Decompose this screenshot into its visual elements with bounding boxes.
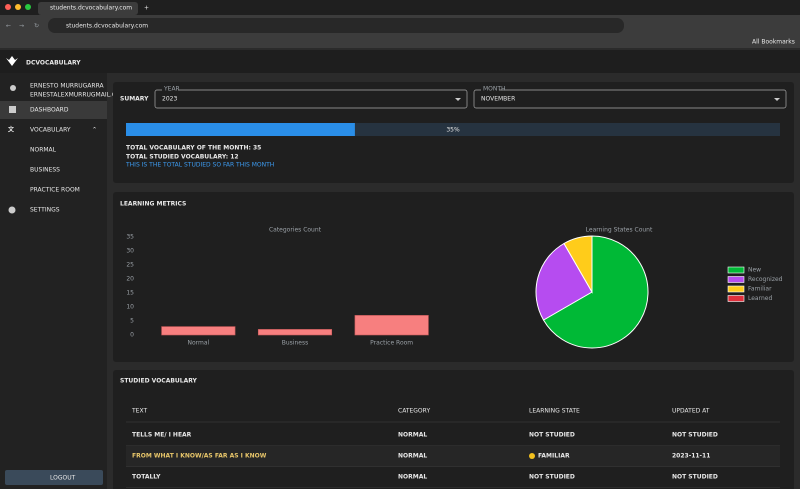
nav-item[interactable]: DASHBOARD (30, 107, 69, 114)
metrics-card (113, 192, 794, 362)
year-label: YEAR (163, 86, 180, 93)
y-tick-label: 5 (130, 318, 134, 325)
logout-label: LOGOUT (50, 475, 76, 482)
active-item (0, 101, 107, 119)
progress-fill (126, 123, 355, 136)
total-vocab: TOTAL VOCABULARY OF THE MONTH: 35 (126, 145, 261, 152)
month-value: NOVEMBER (481, 96, 515, 103)
user-name: ERNESTO MURRUGARRA (30, 83, 104, 90)
metrics-title: LEARNING METRICS (120, 201, 186, 208)
app-bar (0, 50, 800, 73)
vocab-icon: 文 (7, 126, 15, 134)
cell: NORMAL (398, 432, 427, 439)
url: students.dcvocabulary.com (66, 23, 148, 30)
user-email: ERNESTALEXMURRUGMAIL.COM (30, 92, 126, 99)
y-tick-label: 15 (126, 290, 134, 297)
close-dot[interactable] (5, 4, 11, 10)
legend-label: Familiar (748, 286, 772, 293)
nav-item[interactable]: PRACTICE ROOM (30, 187, 80, 194)
legend-swatch (727, 285, 745, 293)
caret (774, 98, 780, 101)
sidebar (0, 73, 107, 489)
user-icon (10, 85, 16, 91)
cell: TELLS ME/ I HEAR (132, 432, 192, 439)
bar (161, 326, 236, 336)
logo: DCVOCABULARY (26, 60, 81, 67)
legend-label: Recognized (748, 276, 783, 283)
column-header: TEXT (131, 408, 147, 415)
progress-label: 35% (446, 127, 460, 134)
nav-item[interactable]: SETTINGS (30, 207, 60, 214)
legend-label: New (748, 267, 761, 274)
legend-swatch (727, 266, 745, 274)
cell: NOT STUDIED (672, 432, 718, 439)
tab-bar (0, 0, 800, 15)
tab-title: students.dcvocabulary.com (50, 5, 132, 12)
cell: NORMAL (398, 453, 427, 460)
min-dot[interactable] (15, 4, 21, 10)
forward[interactable]: → (19, 23, 24, 30)
cell: FAMILIAR (538, 453, 570, 460)
logout-button[interactable] (5, 470, 103, 485)
cell: NOT STUDIED (672, 474, 718, 481)
label-bg (162, 86, 178, 92)
month-select[interactable] (473, 89, 787, 109)
y-tick-label: 10 (126, 304, 134, 311)
chevron[interactable]: ⌃ (92, 127, 97, 134)
back[interactable]: ← (6, 23, 11, 30)
nav-item[interactable]: VOCABULARY (30, 127, 71, 134)
bar (257, 329, 333, 336)
caret (455, 98, 461, 101)
year-value: 2023 (162, 96, 177, 103)
x-tick-label: Business (282, 340, 308, 347)
cell: TOTALLY (132, 474, 161, 481)
y-tick-label: 25 (126, 262, 134, 269)
cell: NORMAL (398, 474, 427, 481)
tab[interactable] (38, 2, 138, 15)
logo-icon (6, 56, 18, 66)
pie-slice (542, 235, 649, 349)
y-tick-label: 30 (126, 248, 134, 255)
y-tick-label: 35 (126, 234, 134, 241)
legend-swatch (727, 276, 745, 283)
bar (354, 315, 429, 336)
chart-title: Categories Count (269, 227, 322, 234)
max-dot[interactable] (25, 4, 31, 10)
x-tick-label: Normal (187, 340, 209, 347)
new-tab[interactable]: + (144, 5, 149, 12)
y-tick-label: 20 (126, 276, 134, 283)
summary-title: SUMARY (120, 96, 149, 103)
bookmarks[interactable]: All Bookmarks (752, 39, 795, 46)
nav-item[interactable]: BUSINESS (30, 167, 60, 174)
legend-swatch (727, 295, 745, 302)
reload[interactable]: ↻ (34, 23, 39, 30)
cell: NOT STUDIED (529, 474, 575, 481)
cell: 2023-11-11 (672, 453, 710, 460)
nav-item[interactable]: NORMAL (30, 147, 57, 154)
row-bg (126, 446, 780, 467)
column-header: UPDATED AT (672, 408, 710, 415)
month-label: MONTH (483, 86, 506, 93)
dashboard-icon (9, 106, 16, 113)
cell: FROM WHAT I KNOW/AS FAR AS I KNOW (132, 453, 267, 460)
x-tick-label: Practice Room (370, 340, 413, 347)
settings-icon (8, 206, 16, 214)
chart-title: Learning States Count (586, 227, 653, 234)
summary-note: THIS IS THE TOTAL STUDIED SO FAR THIS MO… (125, 162, 274, 169)
total-studied: TOTAL STUDIED VOCABULARY: 12 (126, 154, 239, 161)
table-title: STUDIED VOCABULARY (120, 378, 198, 385)
pie-slice (535, 242, 593, 321)
column-header: CATEGORY (398, 408, 430, 415)
label-bg (481, 86, 499, 92)
address-bar[interactable] (48, 18, 624, 33)
legend-label: Learned (748, 295, 772, 302)
column-header: LEARNING STATE (529, 408, 580, 415)
cell: NOT STUDIED (529, 432, 575, 439)
y-tick-label: 0 (130, 332, 134, 339)
table-card (113, 370, 794, 489)
year-select[interactable] (154, 89, 468, 109)
state-icon (529, 453, 535, 459)
